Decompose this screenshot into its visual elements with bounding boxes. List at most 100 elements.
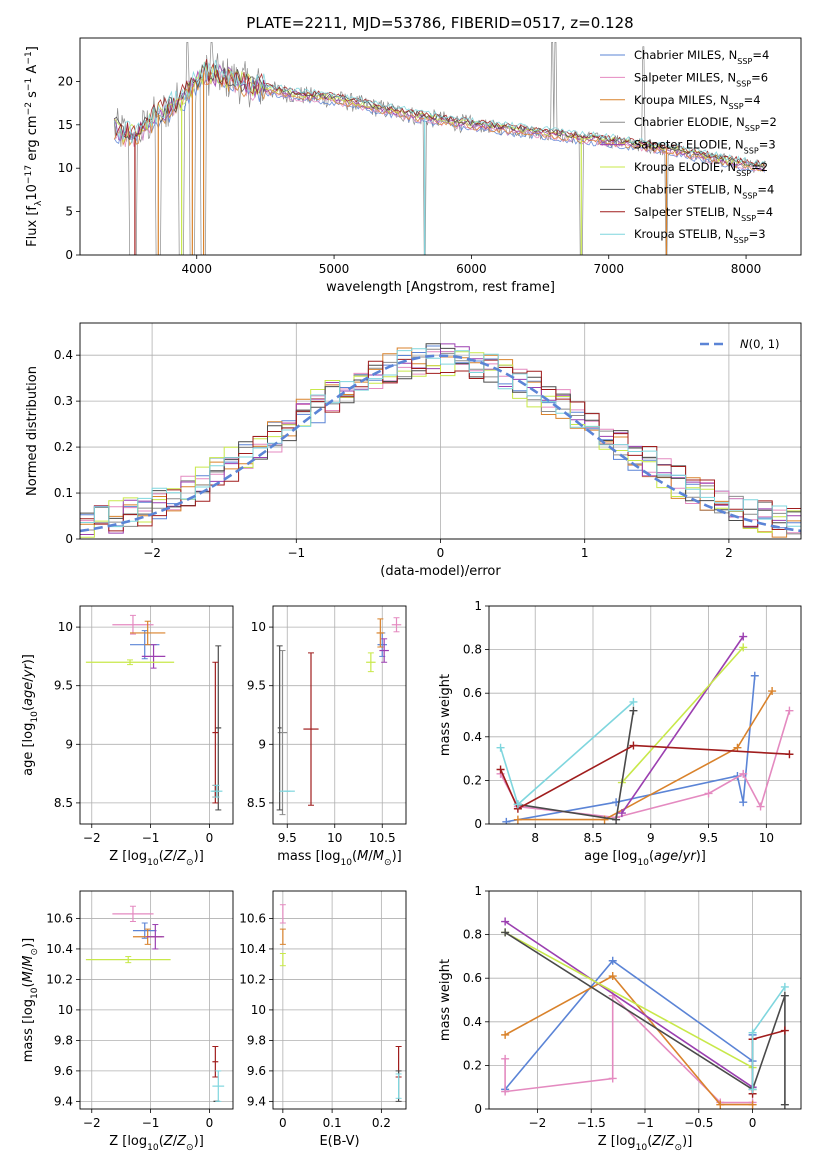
y-tick-label: 8.5 <box>247 796 266 810</box>
y-tick-label: 9.6 <box>54 1064 73 1078</box>
y-tick-label: 0.8 <box>463 643 482 657</box>
errorbar-salpeter-elodie <box>146 924 165 950</box>
spectrum-line-kroupa-stelib <box>113 59 765 166</box>
axes-frame-age_vs_mass: 9.5 10 10.5 8.5 9 9.5 10 mass [log10(M/M⊙)] <box>247 605 407 868</box>
errorbar-kroupa-stelib <box>212 1070 225 1102</box>
errorbar-kroupa-miles <box>279 928 286 945</box>
x-axis-label-weight_vs_Z: Z [log10(Z/Z⊙)] <box>598 1134 693 1153</box>
x-axis-label-mass_vs_ebv: E(B-V) <box>319 1134 359 1149</box>
y-tick-label: 10.6 <box>239 911 266 925</box>
x-tick-label: −2 <box>143 546 161 560</box>
marker <box>739 632 748 641</box>
x-tick-label: 0.2 <box>372 1116 391 1130</box>
y-axis-label-weight_vs_age: mass weight <box>438 674 453 756</box>
series-salpeter-miles <box>501 991 757 1107</box>
legend-entry-gaussian: N(0, 1) <box>740 337 780 351</box>
series-salpeter-miles <box>496 706 794 822</box>
errorbar-salpeter-stelib <box>212 661 219 804</box>
histogram-kroupa-elodie <box>80 351 801 538</box>
y-tick-label: 0.2 <box>463 773 482 787</box>
y-tick-label: 9.5 <box>247 679 266 693</box>
y-axis-label-weight_vs_Z: mass weight <box>438 959 453 1041</box>
plot-area-weight_vs_Z <box>501 917 789 1109</box>
axes-frame-age_vs_Z: −2 −1 0 8.5 9 9.5 10 Z [log10(Z/Z⊙)] age [log10(… <box>21 605 234 868</box>
marker <box>750 671 759 680</box>
marker <box>608 956 617 965</box>
y-axis-label-age_vs_Z: age [log10(age/yr)] <box>21 654 40 776</box>
y-tick-label: 0 <box>65 532 73 546</box>
errorbar-kroupa-elodie <box>279 953 286 967</box>
y-tick-label: 10 <box>251 1003 266 1017</box>
axes-frame-weight_vs_Z: −2 −1.5 −1 −0.5 0 0 0.2 0.4 0.6 0.8 1 Z [log10(Z/Z⊙… <box>438 884 802 1153</box>
marker <box>513 815 522 824</box>
errorbar-kroupa-stelib <box>210 784 223 798</box>
y-tick-label: 10.6 <box>46 911 73 925</box>
panel-mass_vs_Z: −2 −1 0 9.4 9.6 9.8 10 10.2 10.4 10.6 Z [log10(Z/Z… <box>21 890 234 1153</box>
marker <box>780 991 789 1000</box>
x-tick-label: 0 <box>206 1116 214 1130</box>
errorbar-salpeter-miles <box>279 904 286 924</box>
x-axis-label-age_vs_mass: mass [log10(M/M⊙)] <box>277 849 401 868</box>
y-tick-label: 0.4 <box>463 730 482 744</box>
marker <box>501 1054 510 1063</box>
panel-mass_vs_ebv: 0 0.1 0.2 9.4 9.6 9.8 10 10.2 10.4 10.6 E(B-V) <box>239 890 407 1149</box>
y-tick-label: 0 <box>65 248 73 262</box>
errorbar-chabrier-miles <box>377 632 387 657</box>
x-tick-label: 8000 <box>731 262 762 276</box>
spectrum-legend: Chabrier MILES, NSSP=4 Salpeter MILES, NS… <box>600 48 777 245</box>
marker <box>780 1100 789 1109</box>
plot-area-age_vs_Z <box>85 614 223 811</box>
x-tick-label: 7000 <box>593 262 624 276</box>
marker <box>496 743 505 752</box>
series-kroupa-elodie <box>501 928 757 1072</box>
marker <box>501 917 510 926</box>
gaussian-reference-line <box>80 354 801 533</box>
axes-frame-mass_vs_ebv: 0 0.1 0.2 9.4 9.6 9.8 10 10.2 10.4 10.6 E(B-V) <box>239 890 407 1149</box>
axes-frame <box>488 890 802 1110</box>
x-tick-label: −1 <box>142 1116 160 1130</box>
series-chabrier-stelib <box>513 706 638 824</box>
y-tick-label: 8.5 <box>54 796 73 810</box>
y-tick-label: 1 <box>474 599 482 613</box>
marker <box>780 1026 789 1035</box>
y-tick-label: 9.4 <box>54 1094 73 1108</box>
marker <box>716 1100 725 1109</box>
x-tick-label: 4000 <box>181 262 212 276</box>
marker <box>780 982 789 991</box>
spectrum-line-kroupa-miles <box>113 66 765 172</box>
marker <box>748 1028 757 1037</box>
y-tick-label: 10.4 <box>46 942 73 956</box>
panel-weight_vs_Z: −2 −1.5 −1 −0.5 0 0 0.2 0.4 0.6 0.8 1 Z [log10(Z/Z⊙… <box>438 884 802 1153</box>
legend-entry-chabrier-stelib: Chabrier STELIB, NSSP=4 <box>634 182 774 200</box>
axes-frame <box>488 605 802 825</box>
y-tick-label: 1 <box>474 884 482 898</box>
x-tick-label: 9 <box>647 831 655 845</box>
series-kroupa-stelib <box>748 982 789 1094</box>
errorbar-chabrier-stelib <box>276 645 283 811</box>
x-tick-label: 0 <box>749 1116 757 1130</box>
panel-weight_vs_age: 8 8.5 9 9.5 10 0 0.2 0.4 0.6 0.8 1 age [log10(age/y… <box>438 599 802 868</box>
x-tick-label: 0 <box>437 546 445 560</box>
y-tick-label: 9 <box>65 737 73 751</box>
histogram-kroupa-stelib <box>80 348 801 528</box>
y-tick-label: 0.6 <box>463 686 482 700</box>
y-tick-label: 9 <box>258 737 266 751</box>
panel-age_vs_mass: 9.5 10 10.5 8.5 9 9.5 10 mass [log10(M/M⊙)] <box>247 605 407 868</box>
x-axis-label-weight_vs_age: age [log10(age/yr)] <box>584 849 706 868</box>
plot-area-spectrum <box>113 41 766 255</box>
residuals-legend: N(0, 1) <box>700 337 780 351</box>
y-tick-label: 0.1 <box>54 486 73 500</box>
y-tick-label: 10 <box>58 1003 73 1017</box>
series-chabrier-miles <box>502 671 759 824</box>
errorbar-salpeter-elodie <box>141 644 166 669</box>
axes-frame <box>272 605 407 825</box>
series-salpeter-elodie <box>617 632 748 818</box>
x-tick-label: −1 <box>287 546 305 560</box>
errorbar-salpeter-miles <box>112 614 154 635</box>
y-tick-label: 20 <box>58 74 73 88</box>
x-tick-label: −1 <box>142 831 160 845</box>
plot-area-mass_vs_ebv <box>279 904 402 1102</box>
x-tick-label: 10.5 <box>369 831 396 845</box>
x-tick-label: −2 <box>529 1116 547 1130</box>
